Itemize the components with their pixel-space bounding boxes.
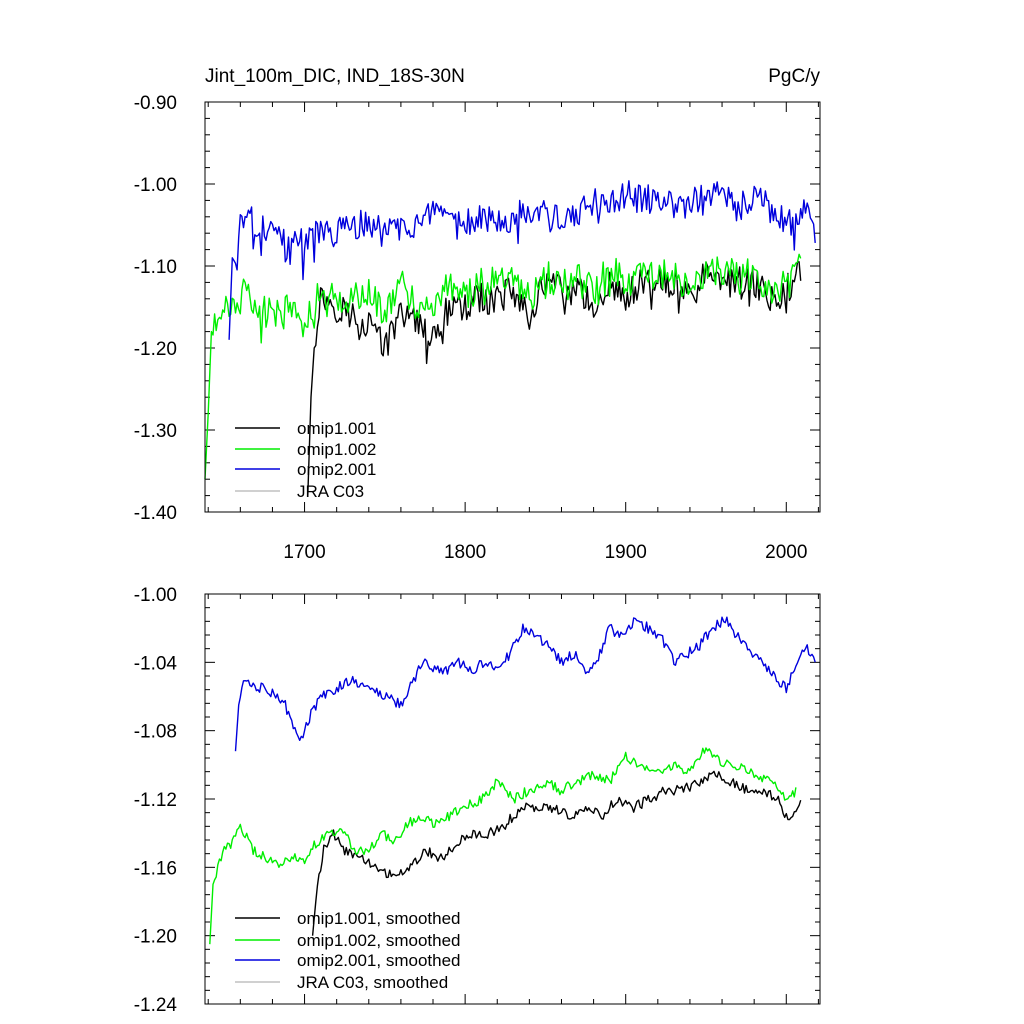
- y-tick-label: -1.00: [134, 585, 177, 606]
- top-panel-title: Jint_100m_DIC, IND_18S-30N: [205, 66, 465, 87]
- y-tick-label: -1.30: [134, 421, 177, 442]
- y-tick-label: -1.20: [134, 927, 177, 948]
- legend-label-omip1-002: omip1.002: [297, 440, 376, 459]
- series-line-omip2-001-smoothed: [234, 616, 816, 752]
- x-tick-label: 1700: [283, 542, 325, 563]
- series-line-omip2-001: [228, 180, 816, 340]
- legend-label-jra-c03-smoothed: JRA C03, smoothed: [297, 973, 448, 992]
- y-tick-label: -1.12: [134, 790, 177, 811]
- legend-label-omip2-001-smoothed: omip2.001, smoothed: [297, 951, 461, 970]
- top-panel-units: PgC/y: [768, 66, 820, 87]
- y-tick-label: -1.10: [134, 257, 177, 278]
- x-tick-label: 2000: [765, 542, 807, 563]
- series-line-omip1-002: [204, 253, 802, 480]
- y-tick-label: -1.08: [134, 722, 177, 743]
- legend-label-omip1-002-smoothed: omip1.002, smoothed: [297, 931, 461, 950]
- y-tick-label: -0.90: [134, 93, 177, 114]
- bottom-panel: -1.24 -1.20 -1.16 -1.12 -1.08 -1.04 -1.00 omip…: [134, 585, 821, 1016]
- legend-label-omip1-001: omip1.001: [297, 419, 376, 438]
- legend-label-omip2-001: omip2.001: [297, 460, 376, 479]
- bottom-plot-frame: [204, 593, 821, 1005]
- y-tick-label: -1.00: [134, 175, 177, 196]
- x-tick-label: 1800: [444, 542, 486, 563]
- top-plot-frame: [204, 101, 821, 513]
- bottom-legend: omip1.001, smoothed omip1.002, smoothed …: [235, 909, 461, 992]
- y-tick-label: -1.24: [134, 995, 178, 1016]
- y-tick-label: -1.20: [134, 339, 177, 360]
- x-tick-label: 1900: [605, 542, 647, 563]
- y-tick-label: -1.16: [134, 858, 177, 879]
- y-tick-label: -1.04: [134, 653, 178, 674]
- y-tick-label: -1.40: [134, 503, 177, 524]
- top-panel: Jint_100m_DIC, IND_18S-30N PgC/y -1.40 -1…: [134, 66, 821, 563]
- top-legend: omip1.001 omip1.002 omip2.001 JRA C03: [235, 419, 376, 501]
- series-line-omip1-001: [307, 261, 802, 496]
- legend-label-jra-c03: JRA C03: [297, 482, 364, 501]
- series-line-omip1-002-smoothed: [209, 747, 797, 945]
- legend-label-omip1-001-smoothed: omip1.001, smoothed: [297, 909, 461, 928]
- series-line-omip1-001-smoothed: [311, 770, 802, 936]
